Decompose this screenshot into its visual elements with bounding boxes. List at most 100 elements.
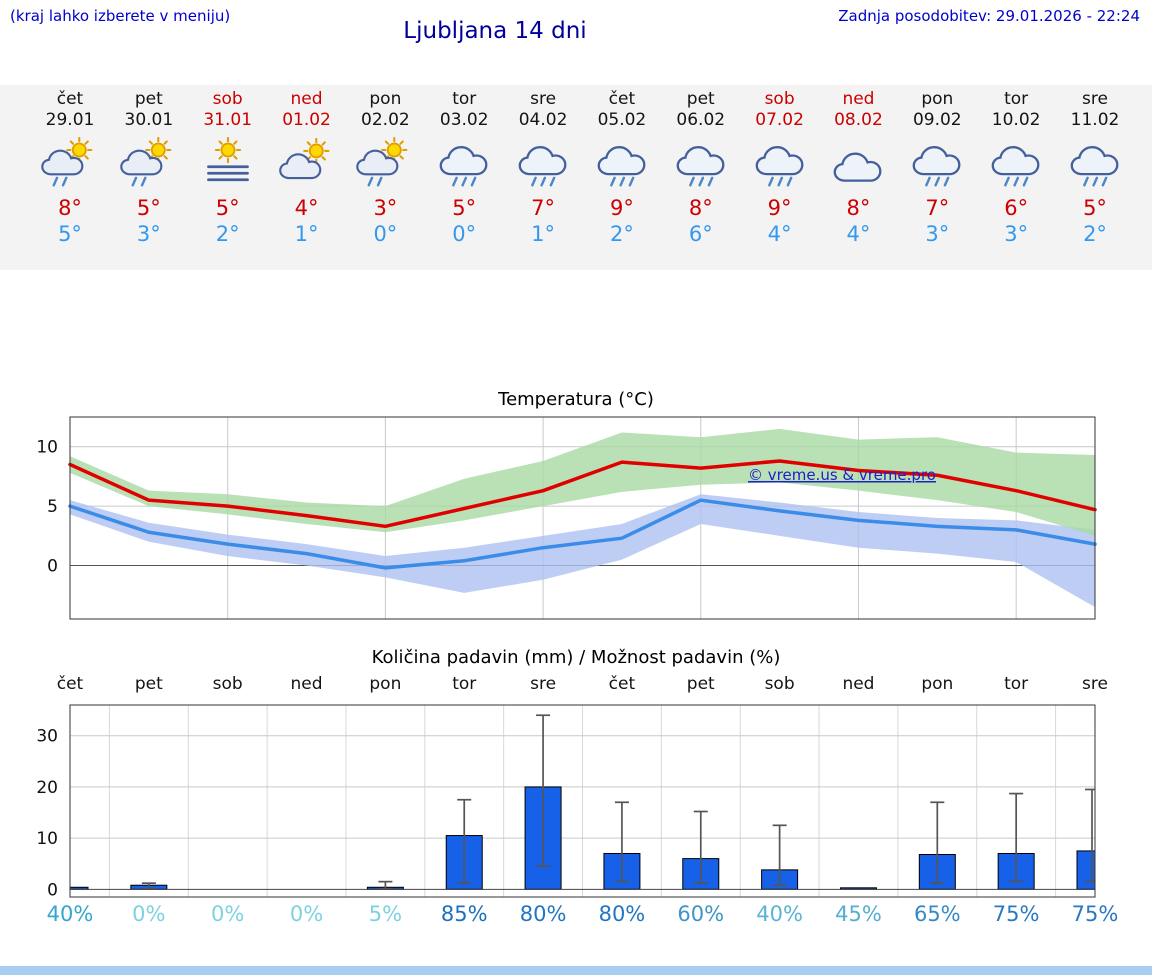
temp-axis-tick: 10 (36, 438, 58, 458)
precip-day-label: tor (1004, 674, 1029, 694)
tmax-value: 8° (846, 196, 871, 220)
tmin-value: 5° (58, 222, 82, 246)
sun-rain-icon (119, 137, 179, 189)
tmax-value: 6° (1004, 196, 1029, 220)
day-date: 03.02 (439, 110, 489, 130)
forecast-day: ned 08.02 8° 4° (818, 89, 898, 248)
rain-icon (434, 137, 494, 189)
tmax-value: 4° (294, 196, 319, 220)
tmin-value: 2° (609, 222, 634, 246)
tmin-value: 0° (373, 222, 398, 246)
forecast-day: ned 01.02 4° 1° (267, 89, 347, 248)
tmax-value: 9° (767, 196, 792, 220)
cloud-icon (828, 137, 888, 189)
precip-probability: 75% (1071, 902, 1119, 926)
day-name: sre (530, 89, 557, 109)
temp-axis-tick: 5 (47, 497, 58, 517)
precip-probability: 45% (835, 902, 882, 926)
temperature-chart: 0 5 10 © vreme.us & vreme.pro (36, 416, 1097, 620)
day-name: pon (921, 89, 954, 109)
day-date: 30.01 (124, 110, 174, 130)
day-name: ned (842, 89, 875, 109)
tmax-value: 5° (215, 196, 240, 220)
day-name: čet (56, 89, 84, 109)
tmax-value: 9° (609, 196, 634, 220)
tmin-value: 3° (136, 222, 161, 246)
forecast-day: tor 03.02 5° 0° (424, 89, 504, 248)
tmax-value: 5° (136, 196, 161, 220)
forecast-day: čet 05.02 9° 2° (582, 89, 662, 248)
precip-day-label: sob (212, 674, 243, 694)
day-name: pon (369, 89, 402, 109)
precip-probability: 80% (598, 902, 646, 926)
precip-probability: 85% (440, 902, 488, 926)
forecast-day: sob 31.01 5° 2° (188, 89, 268, 248)
precip-probability: 40% (46, 902, 94, 926)
tmin-value: 2° (1083, 222, 1107, 246)
day-date: 01.02 (282, 110, 331, 130)
day-date: 10.02 (991, 110, 1041, 130)
day-date: 04.02 (518, 110, 568, 130)
rain-icon (513, 137, 573, 189)
precip-probability: 5% (368, 902, 403, 926)
forecast-day: sob 07.02 9° 4° (740, 89, 820, 248)
precip-probability: 80% (519, 902, 567, 926)
precip-axis-tick: 30 (36, 727, 58, 747)
precip-probability: 0% (132, 902, 166, 926)
day-name: tor (1004, 89, 1029, 109)
day-date: 08.02 (834, 110, 883, 130)
rain-icon (1065, 137, 1125, 189)
precip-axis-tick: 20 (36, 778, 58, 798)
temperature-chart-title: Temperatura (°C) (498, 389, 654, 410)
forecast-day: tor 10.02 6° 3° (976, 89, 1056, 248)
sun-rain-icon (355, 137, 415, 189)
precip-axis-tick: 0 (47, 880, 58, 900)
day-date: 29.01 (45, 110, 95, 130)
tmax-value: 3° (373, 196, 398, 220)
forecast-day: pet 06.02 8° 6° (661, 89, 741, 248)
location-hint: (kraj lahko izberete v meniju) (10, 7, 231, 25)
last-update: Zadnja posodobitev: 29.01.2026 - 22:24 (838, 7, 1140, 25)
tmin-value: 3° (1004, 222, 1029, 246)
precip-day-label: ned (290, 674, 323, 694)
forecast-day: pet 30.01 5° 3° (109, 89, 189, 248)
day-date: 11.02 (1070, 110, 1120, 130)
tmin-value: 4° (846, 222, 871, 246)
watermark-link[interactable]: © vreme.us & vreme.pro (748, 466, 936, 484)
tmax-value: 8° (688, 196, 713, 220)
day-date: 31.01 (203, 110, 253, 130)
bottom-divider (0, 966, 1152, 975)
forecast-day: sre 04.02 7° 1° (503, 89, 583, 248)
precip-day-label: pon (369, 674, 402, 694)
rain-icon (750, 137, 810, 189)
precip-axis-tick: 10 (36, 829, 58, 849)
precip-day-label: pet (686, 674, 715, 694)
rain-icon (671, 137, 731, 189)
day-date: 02.02 (361, 110, 410, 130)
tmin-value: 1° (531, 222, 555, 246)
day-name: sob (764, 89, 795, 109)
precip-chart-title: Količina padavin (mm) / Možnost padavin … (371, 647, 781, 668)
precip-day-labels: čet pet sob ned pon tor sre čet pet sob ned pon tor s… (0, 674, 1152, 696)
tmax-value: 7° (531, 196, 555, 220)
precip-day-label: sre (1082, 674, 1108, 694)
day-name: sob (212, 89, 243, 109)
precip-day-label: tor (452, 674, 477, 694)
precipitation-chart: 0 10 20 30 (36, 704, 1096, 900)
rain-icon (907, 137, 967, 189)
precip-probability: 40% (756, 902, 803, 926)
precip-day-label: ned (842, 674, 875, 694)
precip-probability: 0% (211, 902, 245, 926)
precip-probability: 75% (992, 902, 1040, 926)
tmin-value: 4° (767, 222, 792, 246)
precip-day-label: čet (608, 674, 636, 694)
day-date: 07.02 (755, 110, 804, 130)
temp-axis-tick: 0 (47, 557, 58, 577)
day-date: 05.02 (597, 110, 647, 130)
tmin-value: 0° (452, 222, 477, 246)
page-title: Ljubljana 14 dni (403, 18, 587, 44)
precip-day-label: pon (921, 674, 954, 694)
forecast-day: čet 29.01 8° 5° (30, 89, 110, 248)
precip-day-label: čet (56, 674, 84, 694)
precip-bar (1076, 850, 1095, 890)
